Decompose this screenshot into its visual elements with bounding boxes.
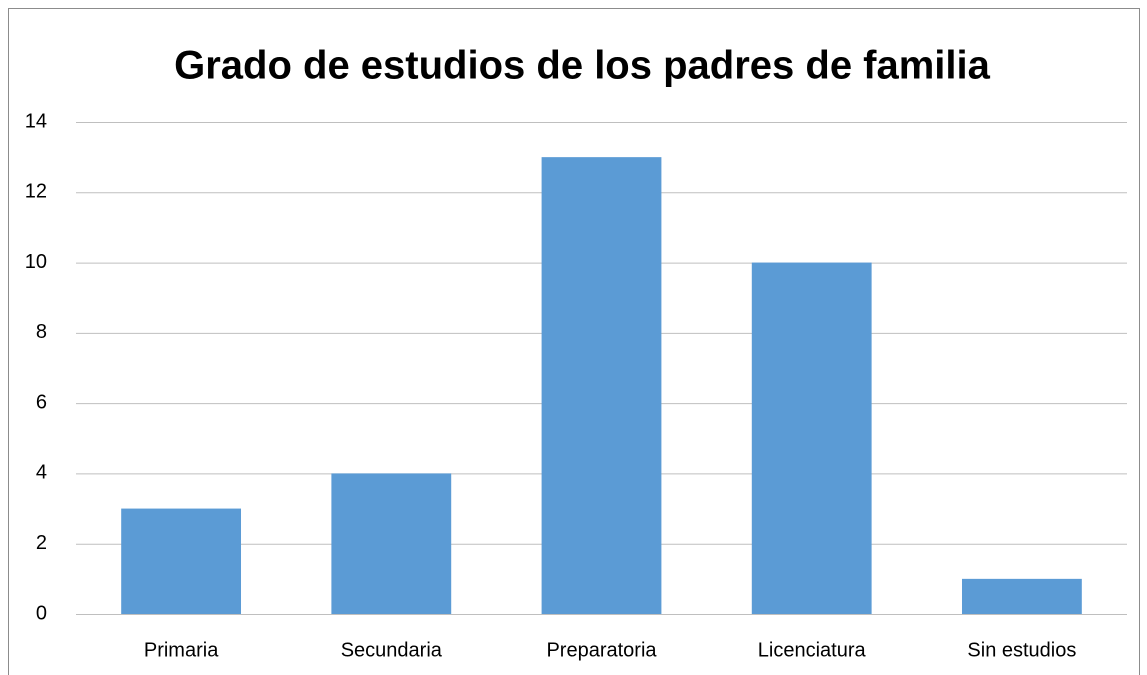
y-tick-label: 6 xyxy=(36,391,47,413)
y-tick-label: 4 xyxy=(36,462,47,484)
x-tick-label: Secundaria xyxy=(341,639,443,661)
bar xyxy=(331,473,452,614)
y-tick-label: 0 xyxy=(36,602,47,624)
chart-title: Grado de estudios de los padres de famil… xyxy=(174,44,991,88)
bar xyxy=(751,262,872,614)
x-tick-label: Primaria xyxy=(144,639,219,661)
chart-border xyxy=(8,8,1140,675)
y-tick-label: 8 xyxy=(36,321,47,343)
y-tick-label: 10 xyxy=(25,251,47,273)
x-tick-label: Licenciatura xyxy=(758,639,867,661)
x-tick-label: Preparatoria xyxy=(546,639,657,661)
y-tick-label: 12 xyxy=(25,181,47,203)
y-tick-label: 14 xyxy=(25,110,47,132)
y-tick-label: 2 xyxy=(36,532,47,554)
x-tick-label: Sin estudios xyxy=(967,639,1076,661)
bar xyxy=(541,157,662,614)
bar xyxy=(961,578,1082,614)
bar xyxy=(121,508,242,614)
